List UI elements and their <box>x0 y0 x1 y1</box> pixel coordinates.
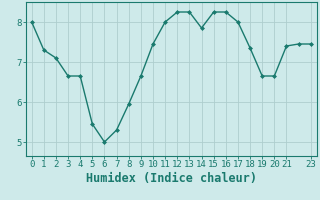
X-axis label: Humidex (Indice chaleur): Humidex (Indice chaleur) <box>86 172 257 185</box>
